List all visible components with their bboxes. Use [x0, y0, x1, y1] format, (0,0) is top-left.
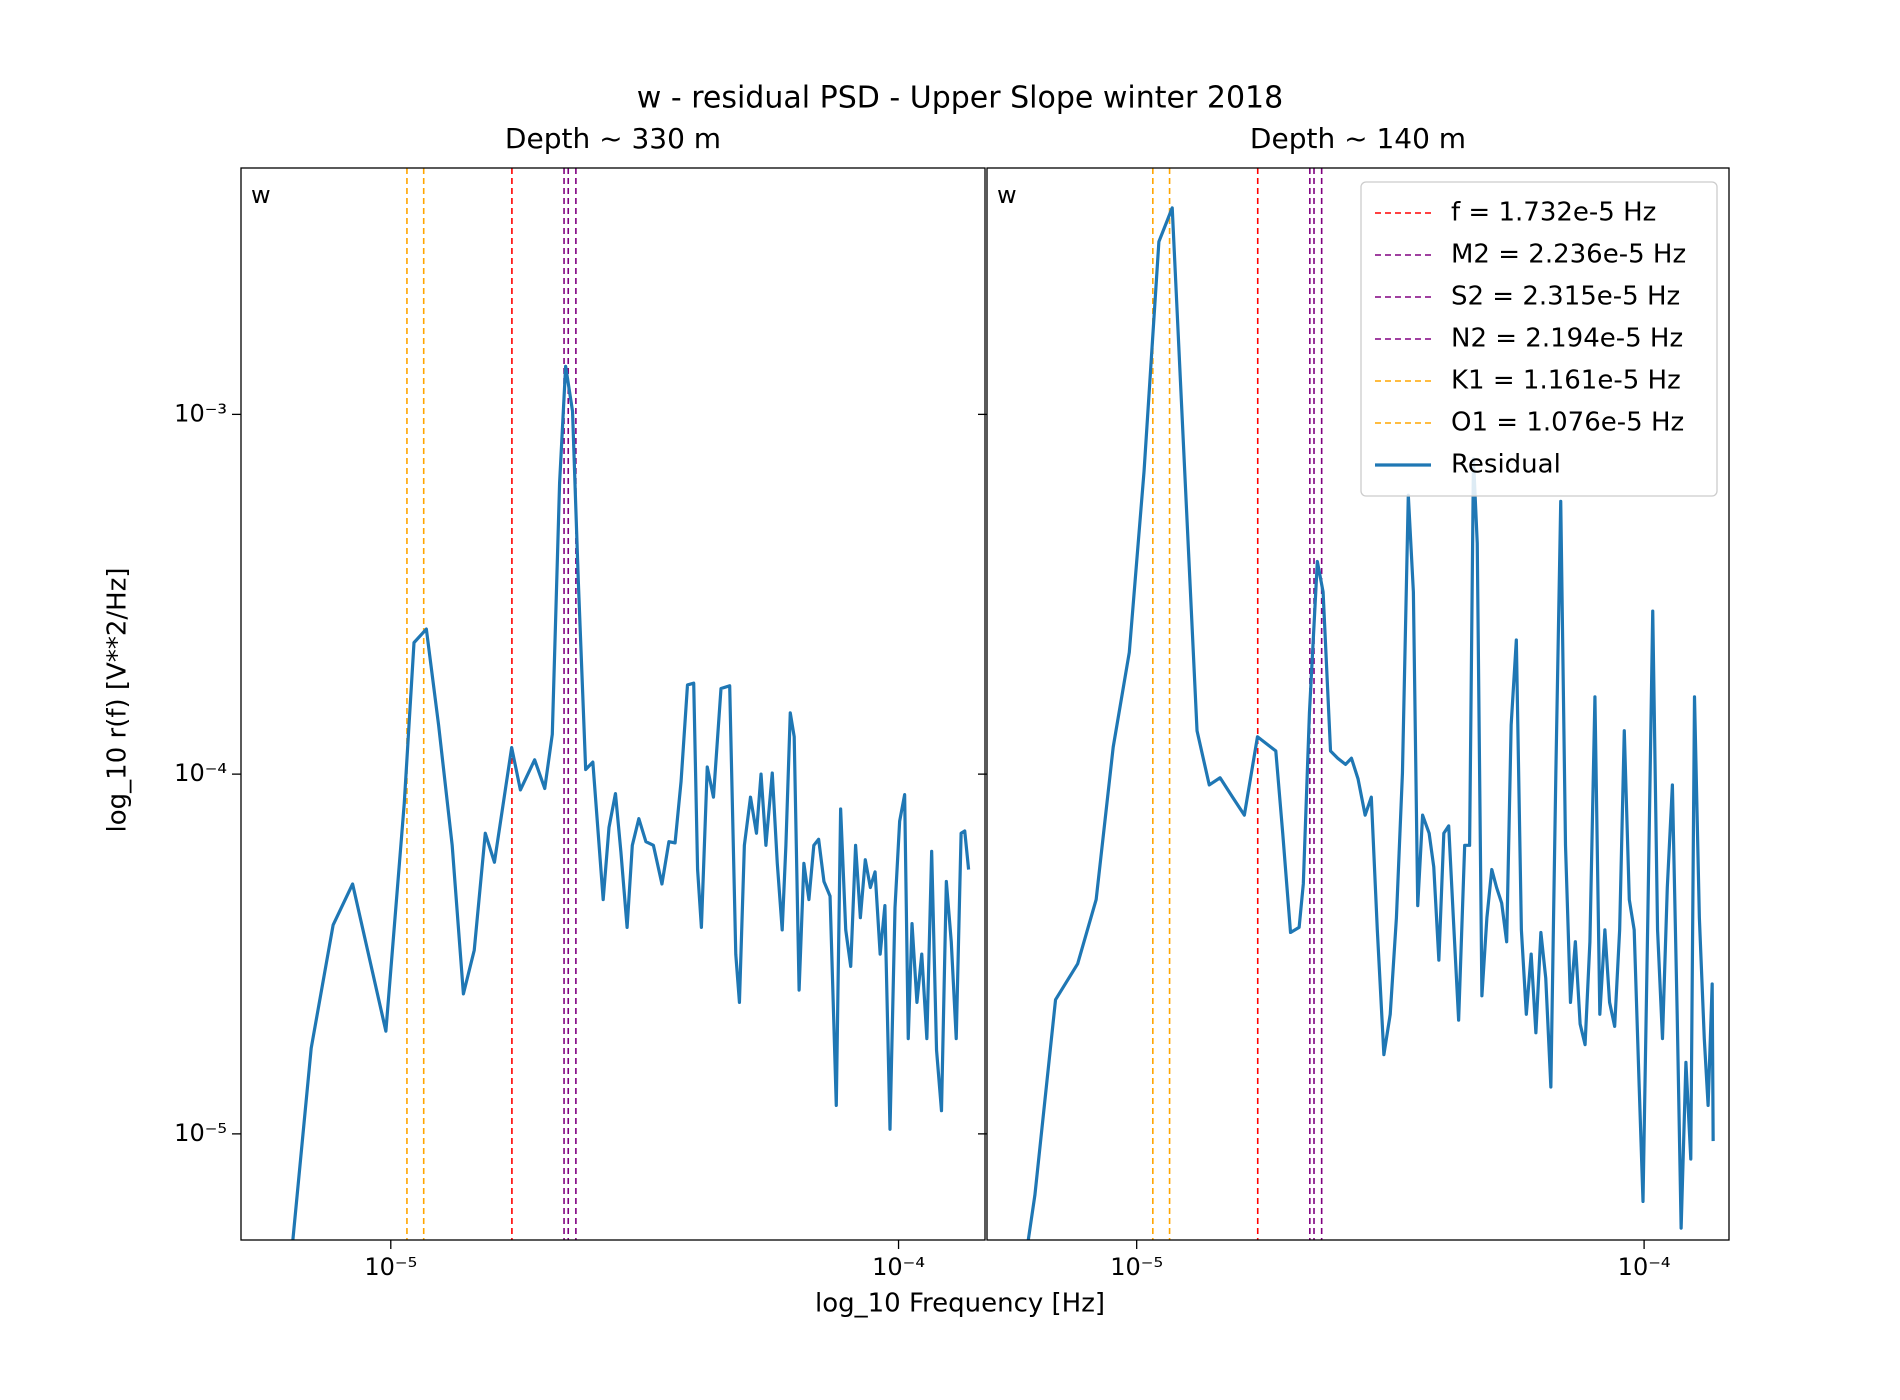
y-tick-label: 10⁻⁵: [174, 1119, 227, 1147]
panel-annotation: w: [997, 181, 1017, 209]
x-tick-label: 10⁻⁴: [872, 1253, 925, 1281]
x-axis-label: log_10 Frequency [Hz]: [815, 1289, 1105, 1319]
panel-title: Depth ~ 140 m: [1250, 122, 1466, 155]
figure-title: w - residual PSD - Upper Slope winter 20…: [637, 81, 1283, 116]
legend-box: [1360, 181, 1718, 497]
plot-area: [291, 168, 971, 1240]
y-axis-label: log_10 r(f) [V**2/Hz]: [103, 568, 133, 833]
data-line: [1026, 206, 1715, 1240]
x-tick-label: 10⁻⁵: [364, 1253, 417, 1281]
plot-area: [1026, 168, 1715, 1240]
legend-label: K1 = 1.161e-5 Hz: [1451, 366, 1681, 396]
y-tick-label: 10⁻³: [174, 399, 227, 427]
legend-label: f = 1.732e-5 Hz: [1451, 198, 1656, 228]
x-tick-label: 10⁻⁵: [1110, 1253, 1163, 1281]
axes-frame: [240, 167, 986, 1241]
axes-frame: [986, 167, 1730, 1241]
panel-annotation: w: [251, 181, 271, 209]
y-tick-label: 10⁻⁴: [174, 759, 227, 787]
legend-label: O1 = 1.076e-5 Hz: [1451, 408, 1684, 438]
panel-title: Depth ~ 330 m: [505, 122, 721, 155]
legend-label: N2 = 2.194e-5 Hz: [1451, 324, 1683, 354]
data-line: [291, 364, 971, 1240]
legend-label: M2 = 2.236e-5 Hz: [1451, 240, 1686, 270]
legend-label: Residual: [1451, 450, 1561, 480]
x-tick-label: 10⁻⁴: [1618, 1253, 1671, 1281]
legend-label: S2 = 2.315e-5 Hz: [1451, 282, 1680, 312]
